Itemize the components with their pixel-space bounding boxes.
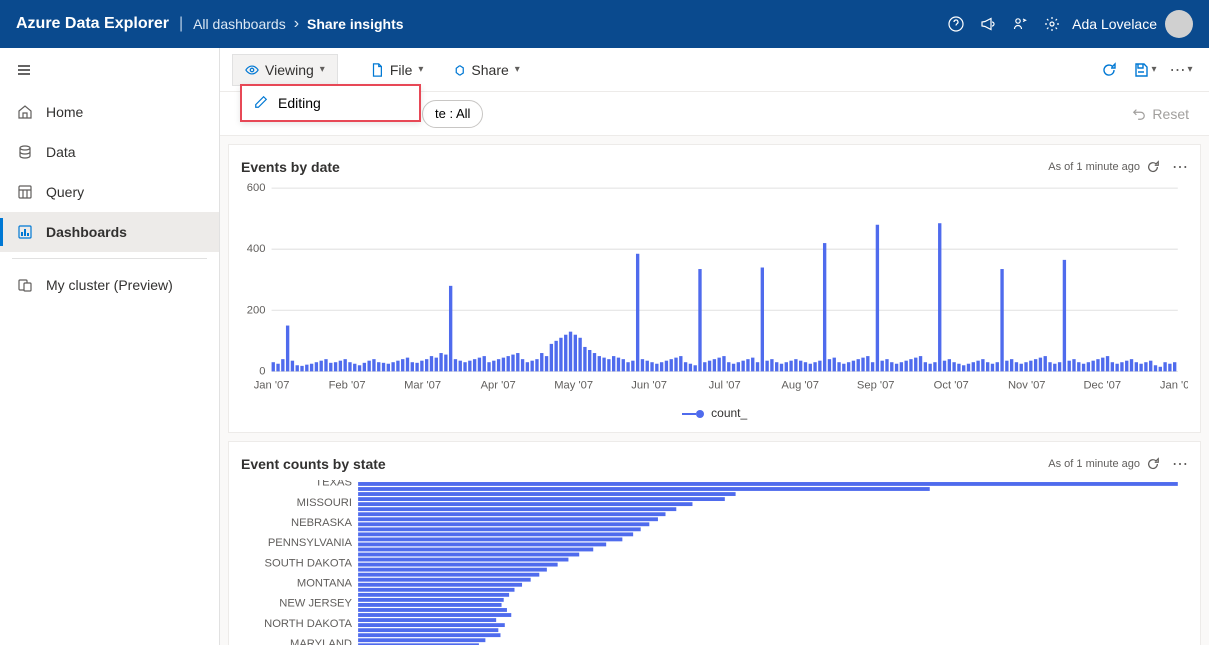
- file-label: File: [390, 62, 413, 78]
- avatar[interactable]: [1165, 10, 1193, 38]
- viewing-label: Viewing: [265, 62, 314, 78]
- sidebar-label: Data: [46, 144, 76, 160]
- filter-text: te : All: [435, 106, 470, 121]
- breadcrumb-current: Share insights: [307, 16, 403, 32]
- panel-title: Event counts by state: [241, 456, 386, 472]
- refresh-button[interactable]: [1093, 54, 1125, 86]
- hamburger-menu[interactable]: [0, 48, 219, 92]
- chevron-down-icon: ▾: [1151, 64, 1156, 75]
- svg-text:NEW JERSEY: NEW JERSEY: [279, 598, 352, 610]
- sidebar-item-data[interactable]: Data: [0, 132, 219, 172]
- svg-text:Jun '07: Jun '07: [631, 380, 667, 392]
- chart-legend: count_: [241, 406, 1188, 420]
- svg-text:Jul '07: Jul '07: [709, 380, 741, 392]
- panel-more-button[interactable]: ⋯: [1172, 157, 1188, 177]
- panel-events-by-state: Event counts by state As of 1 minute ago…: [228, 441, 1201, 645]
- editing-dropdown-item[interactable]: Editing: [240, 84, 421, 122]
- chevron-down-icon: ▾: [1187, 64, 1192, 75]
- query-icon: [16, 183, 34, 201]
- chevron-down-icon: ▾: [418, 64, 423, 75]
- top-bar: Azure Data Explorer | All dashboards › S…: [0, 0, 1209, 48]
- editing-label: Editing: [278, 95, 321, 111]
- help-icon[interactable]: [940, 8, 972, 40]
- svg-text:0: 0: [259, 365, 265, 377]
- chevron-down-icon: ▾: [320, 64, 325, 75]
- more-button[interactable]: ⋯▾: [1165, 54, 1197, 86]
- panel-more-button[interactable]: ⋯: [1172, 454, 1188, 474]
- state-filter-pill[interactable]: te : All: [422, 100, 483, 128]
- separator: |: [179, 15, 183, 33]
- edit-icon: [254, 95, 268, 112]
- svg-text:400: 400: [247, 243, 266, 255]
- sidebar-label: Home: [46, 104, 83, 120]
- dashboards-icon: [16, 223, 34, 241]
- svg-text:Apr '07: Apr '07: [481, 380, 516, 392]
- viewing-mode-button[interactable]: Viewing ▾: [232, 54, 338, 86]
- svg-text:Oct '07: Oct '07: [934, 380, 969, 392]
- svg-text:Aug '07: Aug '07: [781, 380, 819, 392]
- dashboard-content: Events by date As of 1 minute ago ⋯ 0 200…: [220, 136, 1209, 645]
- panel-timestamp: As of 1 minute ago: [1048, 160, 1160, 174]
- file-button[interactable]: File ▾: [358, 54, 436, 86]
- panel-timestamp: As of 1 minute ago: [1048, 457, 1160, 471]
- refresh-icon[interactable]: [1146, 160, 1160, 174]
- reset-button[interactable]: Reset: [1132, 106, 1197, 122]
- svg-text:SOUTH DAKOTA: SOUTH DAKOTA: [265, 557, 353, 569]
- chevron-down-icon: ▾: [515, 64, 520, 75]
- refresh-icon[interactable]: [1146, 457, 1160, 471]
- svg-text:Dec '07: Dec '07: [1083, 380, 1121, 392]
- data-icon: [16, 143, 34, 161]
- cluster-icon: [16, 276, 34, 294]
- eye-icon: [245, 63, 259, 77]
- sidebar-label: My cluster (Preview): [46, 277, 173, 293]
- share-button[interactable]: Share ▾: [439, 54, 531, 86]
- svg-text:TEXAS: TEXAS: [315, 480, 352, 489]
- svg-text:Nov '07: Nov '07: [1008, 380, 1046, 392]
- events-by-state-chart: TEXAS MISSOURI NEBRASKA PENNSYLVANIA SOUTH D…: [241, 480, 1188, 645]
- sidebar-item-dashboards[interactable]: Dashboards: [0, 212, 219, 252]
- main-content: Viewing ▾ File ▾ Share ▾ ▾ ⋯▾: [220, 48, 1209, 645]
- sidebar-label: Query: [46, 184, 84, 200]
- sidebar-item-query[interactable]: Query: [0, 172, 219, 212]
- svg-text:NORTH DAKOTA: NORTH DAKOTA: [264, 618, 352, 630]
- user-name[interactable]: Ada Lovelace: [1072, 16, 1157, 32]
- settings-icon[interactable]: [1036, 8, 1068, 40]
- megaphone-icon[interactable]: [972, 8, 1004, 40]
- home-icon: [16, 103, 34, 121]
- share-icon: [451, 63, 465, 77]
- svg-text:200: 200: [247, 304, 266, 316]
- product-title: Azure Data Explorer: [16, 15, 169, 33]
- breadcrumb-parent[interactable]: All dashboards: [193, 16, 286, 32]
- file-icon: [370, 63, 384, 77]
- nav-divider: [12, 258, 207, 259]
- sidebar-label: Dashboards: [46, 224, 127, 240]
- svg-text:MISSOURI: MISSOURI: [297, 497, 352, 509]
- svg-text:Mar '07: Mar '07: [404, 380, 441, 392]
- sidebar: Home Data Query Dashboards My cluster (P…: [0, 48, 220, 645]
- events-by-date-chart: 0 200 400 600 Jan '07 Feb '07 Mar '07 Apr '07 Ma…: [241, 183, 1188, 397]
- chevron-right-icon: ›: [294, 15, 299, 33]
- svg-text:PENNSYLVANIA: PENNSYLVANIA: [268, 537, 353, 549]
- svg-text:Sep '07: Sep '07: [857, 380, 895, 392]
- svg-text:NEBRASKA: NEBRASKA: [291, 517, 352, 529]
- svg-text:600: 600: [247, 183, 266, 194]
- svg-text:MONTANA: MONTANA: [297, 577, 353, 589]
- sidebar-item-home[interactable]: Home: [0, 92, 219, 132]
- feedback-icon[interactable]: [1004, 8, 1036, 40]
- svg-text:Feb '07: Feb '07: [329, 380, 366, 392]
- sidebar-item-my-cluster[interactable]: My cluster (Preview): [0, 265, 219, 305]
- panel-title: Events by date: [241, 159, 340, 175]
- share-label: Share: [471, 62, 508, 78]
- save-button[interactable]: ▾: [1129, 54, 1161, 86]
- svg-text:May '07: May '07: [554, 380, 593, 392]
- svg-text:MARYLAND: MARYLAND: [290, 638, 352, 645]
- svg-text:Jan '08: Jan '08: [1160, 380, 1188, 392]
- reset-label: Reset: [1152, 106, 1189, 122]
- svg-text:Jan '07: Jan '07: [254, 380, 290, 392]
- panel-events-by-date: Events by date As of 1 minute ago ⋯ 0 200…: [228, 144, 1201, 433]
- undo-icon: [1132, 107, 1146, 121]
